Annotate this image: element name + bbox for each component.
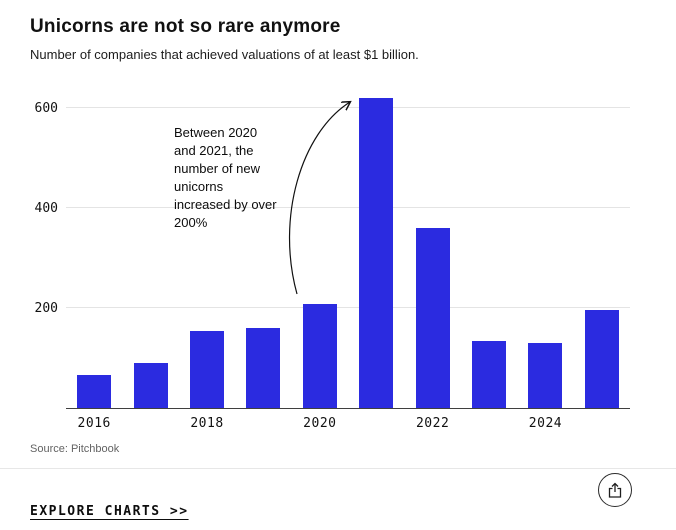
bar-2017 <box>133 363 168 408</box>
bar-2021 <box>359 98 394 408</box>
y-axis-tick-label: 600 <box>34 101 58 116</box>
plot-area: 200 400 600 Between 2020 and 2021, the num… <box>35 88 630 409</box>
y-axis-tick-label: 400 <box>34 201 58 216</box>
bar-2016 <box>77 375 112 408</box>
source-credit: Source: Pitchbook <box>30 443 120 455</box>
bar-chart: 200 400 600 Between 2020 and 2021, the num… <box>30 88 630 431</box>
x-axis-tick-label: 2020 <box>303 416 337 431</box>
bar-slot <box>574 310 630 408</box>
footer-divider <box>0 468 676 469</box>
x-axis-tick-label: 2024 <box>528 416 563 431</box>
page-title: Unicorns are not so rare anymore <box>30 16 341 37</box>
x-axis-tick-label <box>348 416 404 431</box>
explore-charts-link[interactable]: EXPLORE CHARTS >> <box>30 504 189 519</box>
x-axis-labels: 2016 2018 2020 2022 2024 <box>66 409 630 431</box>
chart-annotation: Between 2020 and 2021, the number of new… <box>174 125 277 230</box>
x-axis-tick-label <box>122 416 178 431</box>
bar-2018 <box>190 330 225 408</box>
bar-slot <box>461 340 517 408</box>
bar-slot <box>292 304 348 408</box>
bar-2024 <box>528 343 563 408</box>
bar-slot <box>404 228 460 408</box>
x-axis-tick-label: 2018 <box>190 416 224 431</box>
share-icon <box>608 482 622 498</box>
x-axis-tick-label: 2016 <box>77 416 111 431</box>
chart-subtitle: Number of companies that achieved valuat… <box>30 47 419 62</box>
x-axis-tick-label <box>574 416 630 431</box>
annotation-arrow-icon <box>288 88 630 295</box>
bar-slot <box>66 375 122 408</box>
gridline <box>66 207 630 208</box>
x-axis-tick-label: 2022 <box>415 416 450 431</box>
bar-slot <box>122 363 178 408</box>
bars-row <box>66 88 630 408</box>
y-axis-tick-label: 200 <box>34 301 58 316</box>
x-axis-tick-label <box>235 416 291 431</box>
bar-slot <box>235 328 291 408</box>
gridline <box>66 307 630 308</box>
bar-2022 <box>415 228 450 408</box>
bar-2023 <box>472 340 507 408</box>
bar-2019 <box>246 328 281 408</box>
x-axis-tick-label <box>461 416 517 431</box>
bar-slot <box>348 98 404 408</box>
bar-slot <box>517 343 573 408</box>
share-button[interactable] <box>598 473 632 507</box>
bar-slot <box>179 330 235 408</box>
bar-2025 <box>584 310 619 408</box>
bar-2020 <box>302 304 337 408</box>
